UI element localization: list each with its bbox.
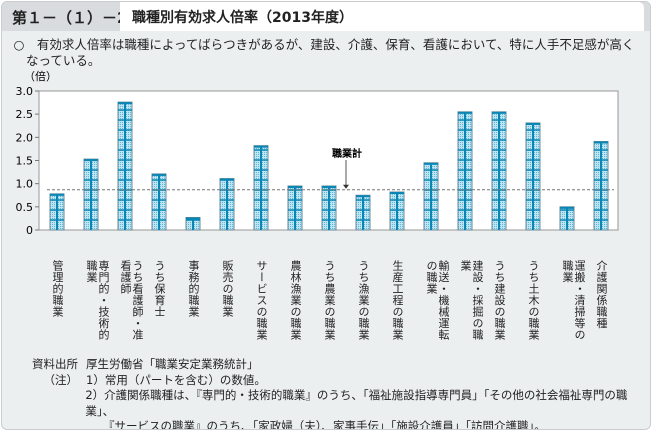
x-tick-label: うち土木の職業 — [527, 260, 539, 341]
x-tick-label: うち農業の職業 — [323, 260, 335, 341]
bar — [287, 185, 303, 231]
y-tick-label: 2.0 — [16, 131, 34, 144]
x-tick-label: 生産工程の職業 — [391, 260, 403, 341]
y-tick-label: 1.5 — [16, 155, 34, 168]
bar — [321, 185, 337, 231]
bar — [525, 122, 541, 231]
title-box: 職種別有効求人倍率（2013年度） — [120, 2, 644, 31]
note-1: 1）常用（パートを含む）の数値。 — [86, 372, 266, 387]
x-tick-label: うち漁業の職業 — [357, 260, 369, 341]
x-tick-label: 輸送・機械運転の職業 — [425, 260, 449, 341]
x-tick-label: 専門的・技術的職業 — [85, 260, 109, 341]
figure-header: 第１－（１）－21図 職種別有効求人倍率（2013年度） — [2, 2, 650, 31]
x-tick-label: 事務的職業 — [187, 260, 199, 318]
x-tick-label: サービスの職業 — [255, 260, 267, 341]
source-key: 資料出所 — [32, 357, 78, 371]
y-tick-label: 2.5 — [16, 108, 34, 121]
x-tick-label: 建設・採掘の職業 — [459, 260, 483, 341]
x-tick-label: 運搬・清掃等の職業 — [561, 260, 585, 341]
figure-number: 第１－（１）－21図 — [12, 9, 153, 27]
bar — [117, 101, 133, 231]
notes: 資料出所 厚生労働省「職業安定業務統計」 （注） 1）常用（パートを含む）の数値。 … — [16, 357, 650, 430]
bar — [185, 216, 201, 231]
bar — [593, 141, 609, 231]
note-2-cont: 『サービスの職業』のうち、「家政婦（夫）、家事手伝」「施設介護員」「訪問介護職」… — [103, 419, 546, 430]
bar — [491, 111, 507, 231]
bar — [457, 111, 473, 231]
bar — [559, 206, 575, 231]
reference-label: 職業計 — [332, 147, 362, 160]
summary-text: ○ 有効求人倍率は職種によってばらつきがあるが、建設、介護、保育、看護において、… — [13, 37, 635, 68]
y-axis-label: （倍） — [24, 69, 57, 83]
x-tick-label: 管理的職業 — [51, 260, 63, 318]
bar — [219, 178, 235, 231]
source-text: 厚生労働省「職業安定業務統計」 — [86, 357, 259, 371]
x-tick-label: うち保育士 — [153, 260, 165, 318]
y-tick-label: 3.0 — [16, 85, 34, 98]
note-2: 2）介護関係職種は、『専門的・技術的職業』のうち、「福祉施設指導専門員」「その他… — [85, 388, 628, 418]
arrow-head-icon — [343, 184, 349, 189]
x-tick-label: うち建設の職業 — [493, 260, 505, 341]
y-tick-label: 1.0 — [16, 178, 34, 191]
note-key: （注） — [43, 372, 79, 387]
figure-title: 職種別有効求人倍率（2013年度） — [132, 10, 353, 26]
bar — [151, 173, 167, 231]
x-tick-label: 農林漁業の職業 — [289, 260, 301, 341]
bar — [83, 158, 99, 231]
x-tick-label: 販売の職業 — [221, 260, 233, 318]
bar — [389, 191, 405, 231]
x-tick-label: うち看護師・准看護師 — [119, 260, 143, 341]
bar — [355, 194, 371, 231]
bar — [423, 162, 439, 231]
y-tick-label: 0.5 — [16, 201, 34, 214]
bar — [49, 193, 65, 231]
bar — [253, 145, 269, 231]
y-tick-label: 0 — [26, 224, 33, 237]
x-tick-label: 介護関係職種 — [595, 260, 607, 329]
